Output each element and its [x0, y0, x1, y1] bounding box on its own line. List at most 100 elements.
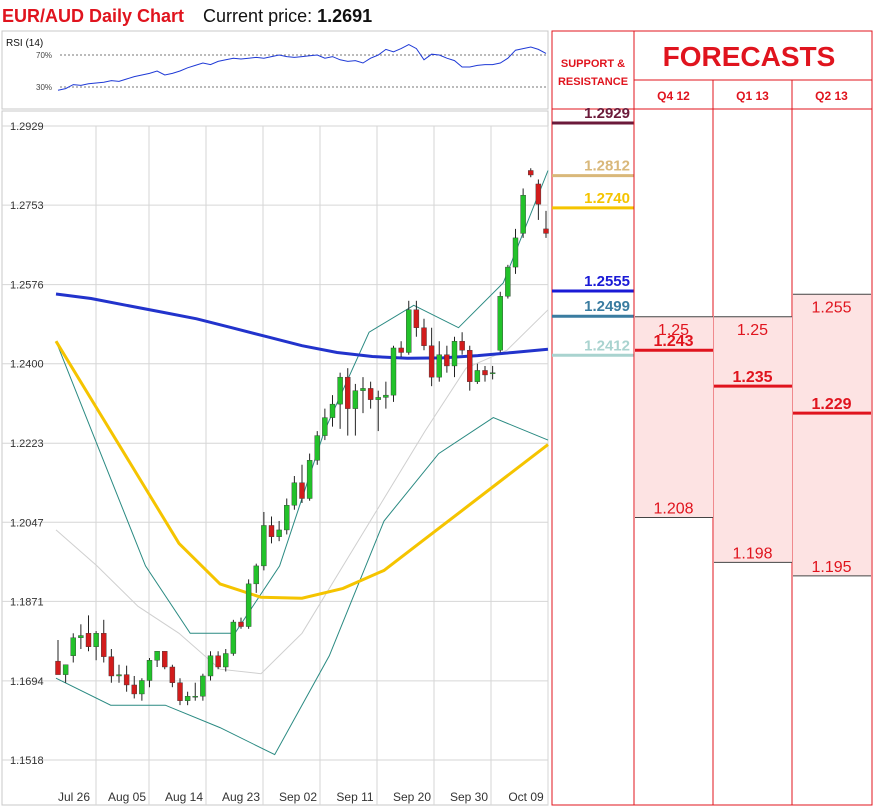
candle-body-down: [169, 666, 176, 683]
candle-body-up: [505, 266, 511, 297]
candles: [55, 168, 549, 706]
candle: [482, 365, 488, 382]
candle: [543, 210, 549, 238]
candle-body-up: [284, 505, 290, 531]
candle: [238, 617, 244, 629]
candle: [93, 631, 99, 661]
candle-body-up: [436, 354, 442, 378]
candle-body-down: [398, 347, 404, 353]
candle: [322, 408, 328, 441]
candle-body-up: [451, 341, 458, 367]
candle: [390, 345, 397, 402]
candle: [230, 619, 237, 656]
candle: [428, 327, 435, 387]
candle-body-down: [215, 655, 221, 668]
candle: [207, 651, 214, 681]
candle-body-down: [459, 341, 465, 351]
forecast-low-value: 1.208: [653, 500, 693, 517]
candle-body-up: [314, 435, 320, 461]
price-panel: 1.2929 1.2753 1.2576 1.2400 1.2223 1.2047 1.18…: [1, 110, 549, 806]
candle-body-down: [367, 388, 374, 400]
candle-body-up: [291, 482, 298, 506]
candle: [306, 453, 313, 501]
candle-body-up: [497, 296, 503, 351]
forecasts-title: FORECASTS: [663, 41, 836, 72]
candle: [177, 678, 183, 706]
candle-body-up: [230, 621, 237, 654]
candle-body-up: [200, 675, 206, 697]
candle: [116, 664, 122, 683]
candle-body-up: [253, 565, 259, 585]
candle: [314, 431, 320, 465]
y-tick-label: 1.1871: [10, 596, 44, 608]
candle: [162, 651, 168, 670]
candle-body-down: [162, 651, 168, 668]
candle: [444, 345, 450, 373]
candle-body-down: [299, 482, 305, 499]
chart-header: EUR/AUD Daily Chart Current price: 1.269…: [2, 4, 372, 28]
x-tick-label: Aug 23: [222, 790, 260, 804]
candle: [139, 678, 145, 701]
forecast-low-value: 1.198: [732, 545, 772, 562]
candle-body-down: [123, 674, 130, 686]
y-tick-label: 1.2047: [10, 517, 44, 529]
candle: [383, 381, 389, 409]
candle: [367, 381, 374, 409]
candle: [276, 520, 282, 542]
forecast-mid-value: 1.229: [811, 396, 851, 413]
candle: [261, 511, 267, 571]
candle: [413, 300, 420, 337]
candle-body-down: [131, 684, 137, 695]
x-tick-label: Aug 14: [165, 790, 203, 804]
sr-level-value: 1.2929: [584, 105, 630, 122]
x-tick-label: Sep 11: [336, 790, 373, 804]
x-tick-label: Sep 20: [393, 790, 431, 804]
candle: [459, 332, 465, 355]
candle: [192, 682, 198, 701]
candle-body-down: [482, 370, 488, 376]
sr-header-line1: SUPPORT &: [561, 58, 625, 70]
candle-body-up: [375, 397, 381, 400]
candle-body-up: [322, 417, 328, 436]
candle: [70, 633, 76, 663]
candle-body-down: [421, 327, 427, 346]
candle: [421, 318, 427, 351]
y-tick-label: 1.2576: [10, 280, 44, 292]
candle-body-down: [85, 633, 92, 647]
forecast-quarter-label: Q1 13: [736, 89, 769, 103]
candle: [329, 395, 336, 427]
candle: [146, 658, 153, 688]
candle: [360, 377, 366, 414]
candle: [467, 345, 473, 391]
candle: [154, 651, 160, 667]
candle-body-up: [207, 655, 214, 677]
candle-body-up: [390, 347, 397, 396]
sr-level-value: 1.2740: [584, 190, 630, 207]
candle: [436, 341, 442, 382]
candle-body-up: [360, 388, 366, 391]
x-axis-labels: Jul 26 Aug 05 Aug 14 Aug 23 Sep 02 Sep 11 Sep …: [58, 790, 544, 804]
candle: [184, 691, 191, 706]
candle: [520, 188, 526, 238]
candle-body-down: [238, 621, 244, 627]
candle: [101, 619, 107, 663]
candle: [489, 365, 496, 380]
candle: [78, 624, 84, 650]
forecast-high-value: 1.255: [811, 299, 851, 316]
candle: [474, 363, 481, 384]
candle: [223, 649, 229, 672]
candle: [108, 649, 115, 683]
candle: [512, 228, 519, 274]
candle: [169, 664, 176, 688]
sr-level-value: 1.2555: [584, 273, 630, 290]
candle-body-down: [528, 170, 534, 176]
candle: [245, 579, 252, 629]
y-tick-label: 1.2223: [10, 438, 44, 450]
sr-level-value: 1.2412: [584, 337, 630, 354]
candle-body-up: [489, 372, 496, 374]
forecast-quarter-label: Q4 12: [657, 89, 690, 103]
bollinger-lower-line: [55, 417, 549, 756]
rsi-panel: RSI (14) 70% 30%: [1, 30, 549, 110]
